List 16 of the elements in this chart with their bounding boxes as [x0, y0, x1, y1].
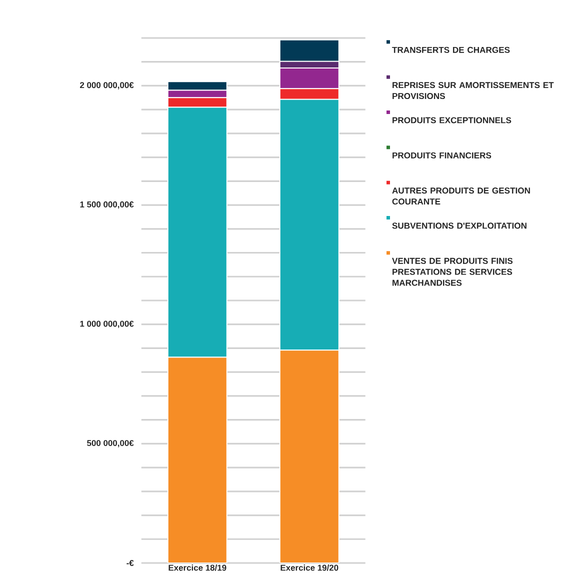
x-tick-label: Exercice 18/19: [168, 564, 226, 571]
y-tick-label: -€: [126, 560, 134, 566]
x-tick-label: Exercice 19/20: [280, 564, 338, 571]
legend-label: SUBVENTIONS D'EXPLOITATION: [392, 222, 526, 229]
y-tick-label: 1 000 000,00€: [80, 320, 134, 328]
legend-label: AUTRES PRODUITS DE GESTION COURANTE: [392, 188, 530, 205]
legend-label: REPRISES SUR AMORTISSEMENTS ET PROVISIONS: [392, 82, 554, 100]
bar: [167, 356, 228, 563]
y-tick-label: 500 000,00€: [86, 440, 134, 448]
legend-label: VENTES DE PRODUITS FINIS PRESTATIONS DE SERVICES MARCHANDISES: [392, 258, 512, 286]
bar: [279, 350, 340, 563]
y-tick-label: 1 500 000,00€: [80, 201, 134, 209]
y-tick-label: 2 000 000,00€: [80, 82, 134, 90]
legend-label: PRODUITS FINANCIERS: [392, 152, 491, 158]
legend-label: PRODUITS EXCEPTIONNELS: [392, 117, 511, 124]
legend-label: TRANSFERTS DE CHARGES: [392, 46, 510, 53]
